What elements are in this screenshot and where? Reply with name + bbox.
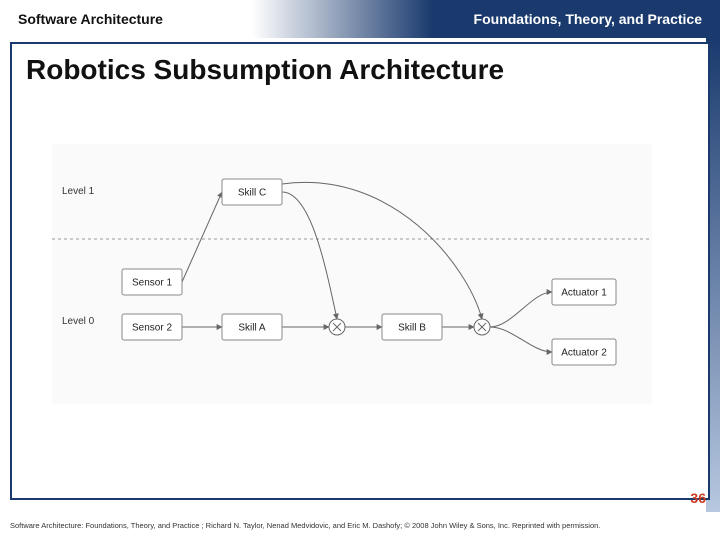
content-frame: Robotics Subsumption Architecture Level … xyxy=(10,42,710,500)
subsumption-diagram: Level 1 Level 0 Skill C Sensor 1 Sensor 2 Ski… xyxy=(52,144,652,404)
footer-citation: Software Architecture: Foundations, Theo… xyxy=(10,521,710,530)
diagram-node-skillA: Skill A xyxy=(222,314,282,340)
svg-text:Actuator 1: Actuator 1 xyxy=(561,288,607,299)
diagram-node-skillB: Skill B xyxy=(382,314,442,340)
slide-title: Robotics Subsumption Architecture xyxy=(26,54,504,86)
page-number: 36 xyxy=(690,490,706,506)
diagram-node-actuator2: Actuator 2 xyxy=(552,339,616,365)
junction-node xyxy=(329,319,345,335)
junction-node xyxy=(474,319,490,335)
header-left: Software Architecture xyxy=(18,11,163,27)
diagram-edge xyxy=(490,292,552,327)
svg-text:Sensor 1: Sensor 1 xyxy=(132,278,172,289)
svg-text:Skill B: Skill B xyxy=(398,323,426,334)
svg-text:Actuator 2: Actuator 2 xyxy=(561,348,607,359)
header-bar: Software Architecture Foundations, Theor… xyxy=(0,0,720,38)
svg-text:Sensor 2: Sensor 2 xyxy=(132,323,172,334)
level-label: Level 1 xyxy=(62,186,95,197)
diagram-edge xyxy=(182,192,222,282)
header-right: Foundations, Theory, and Practice xyxy=(474,11,702,27)
diagram-node-actuator1: Actuator 1 xyxy=(552,279,616,305)
diagram-edge xyxy=(282,192,337,319)
diagram-node-sensor1: Sensor 1 xyxy=(122,269,182,295)
level-label: Level 0 xyxy=(62,316,95,327)
slide: Software Architecture Foundations, Theor… xyxy=(0,0,720,540)
diagram-edge xyxy=(490,327,552,352)
diagram-node-sensor2: Sensor 2 xyxy=(122,314,182,340)
diagram-node-skillC: Skill C xyxy=(222,179,282,205)
diagram-svg: Level 1 Level 0 Skill C Sensor 1 Sensor 2 Ski… xyxy=(52,144,652,404)
svg-text:Skill A: Skill A xyxy=(238,323,266,334)
svg-text:Skill C: Skill C xyxy=(238,188,266,199)
diagram-edge xyxy=(282,182,482,319)
